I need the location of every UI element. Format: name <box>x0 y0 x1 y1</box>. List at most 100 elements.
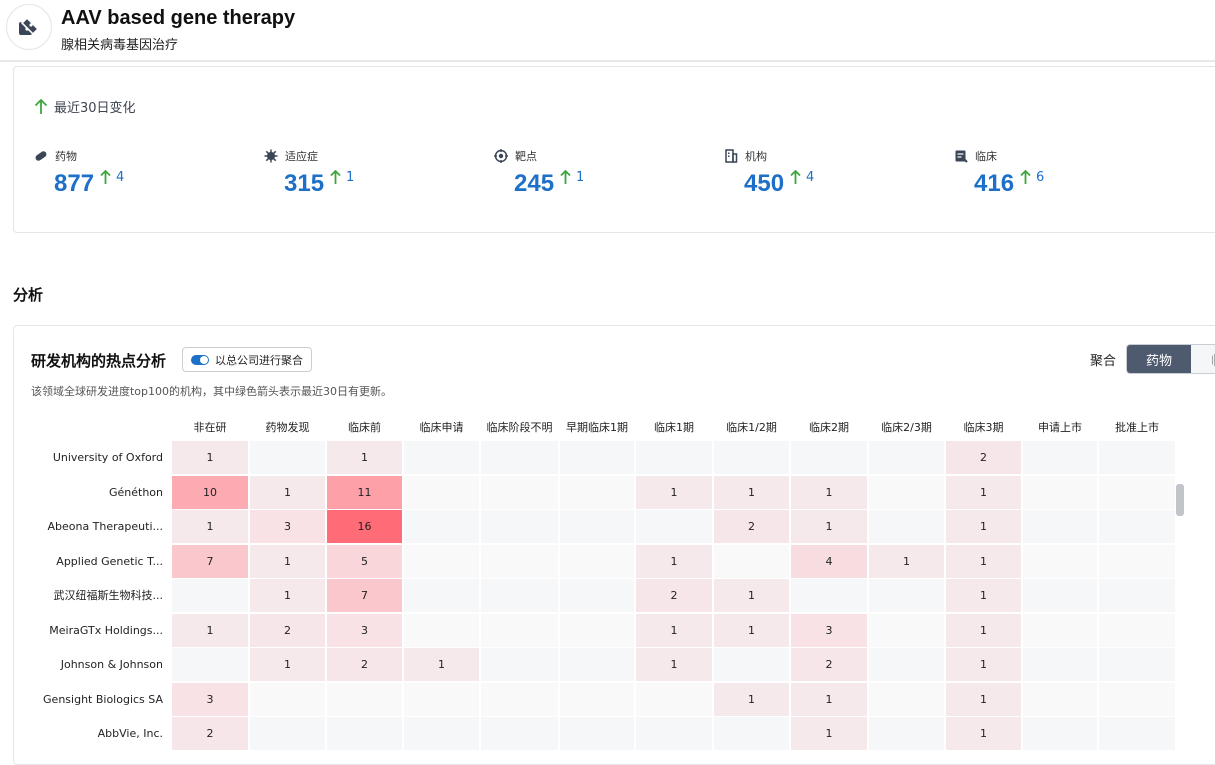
heatmap-cell[interactable]: 1 <box>714 613 789 647</box>
heatmap-cell[interactable]: 2 <box>946 441 1021 474</box>
heatmap-cell[interactable]: 10 <box>172 475 248 509</box>
heatmap-cell[interactable]: 3 <box>791 613 867 647</box>
heatmap-cell[interactable]: 1 <box>791 510 867 543</box>
heatmap-cell[interactable]: 2 <box>714 510 789 543</box>
heatmap-cell[interactable]: 1 <box>946 648 1021 681</box>
heatmap-row-label[interactable]: Johnson & Johnson <box>60 658 163 671</box>
heatmap-cell <box>714 648 789 681</box>
stat-value[interactable]: 245 <box>514 170 555 197</box>
heatmap-cell[interactable]: 1 <box>404 648 479 681</box>
heatmap-row-label[interactable]: Généthon <box>108 485 163 499</box>
heatmap-cell <box>560 613 634 647</box>
heatmap-cell[interactable]: 5 <box>327 544 402 578</box>
heatmap-cell <box>791 441 867 474</box>
stat-label: 机构 <box>745 150 767 163</box>
heatmap-cell <box>327 682 402 716</box>
stat-indications[interactable]: 适应症 315 1 <box>264 149 464 199</box>
heatmap-cell[interactable]: 3 <box>172 682 248 716</box>
aggregate-label: 聚合 <box>1090 354 1117 369</box>
stat-label: 药物 <box>55 150 77 163</box>
segment-clinical[interactable]: 临 <box>1191 345 1215 373</box>
heatmap-cell[interactable]: 1 <box>946 682 1021 716</box>
heatmap-cell[interactable]: 4 <box>791 544 867 578</box>
heatmap-cell <box>1099 648 1175 681</box>
heatmap-cell[interactable]: 1 <box>250 544 325 578</box>
heatmap-cell[interactable]: 1 <box>172 613 248 647</box>
stat-value[interactable]: 315 <box>284 170 325 197</box>
heatmap-cell[interactable]: 7 <box>327 579 402 612</box>
heatmap-cell <box>714 717 789 750</box>
stat-label: 适应症 <box>285 150 318 163</box>
heatmap-column-header: 临床2/3期 <box>881 421 932 434</box>
heatmap-row-label[interactable]: AbbVie, Inc. <box>97 727 163 740</box>
stat-value[interactable]: 416 <box>974 170 1015 197</box>
heatmap-cell <box>1099 682 1175 716</box>
heatmap-cell <box>869 475 944 509</box>
heatmap-cell[interactable]: 1 <box>636 544 712 578</box>
heatmap-cell[interactable]: 2 <box>636 579 712 612</box>
heatmap-row-label[interactable]: Abeona Therapeuti... <box>47 520 163 533</box>
heatmap-cell[interactable]: 1 <box>636 648 712 681</box>
heatmap-cell[interactable]: 1 <box>250 648 325 681</box>
heatmap-cell <box>481 544 558 578</box>
heatmap-cell <box>172 579 248 612</box>
scrollbar-thumb[interactable] <box>1176 484 1184 516</box>
stat-clinical[interactable]: 临床 416 6 <box>954 149 1154 199</box>
heatmap-cell[interactable]: 1 <box>791 475 867 509</box>
heatmap-cell[interactable]: 1 <box>636 613 712 647</box>
heatmap-cell[interactable]: 1 <box>791 682 867 716</box>
heatmap-cell[interactable]: 1 <box>250 475 325 509</box>
toggle-switch[interactable] <box>191 354 209 365</box>
heatmap-row-label[interactable]: University of Oxford <box>52 451 163 464</box>
heatmap-row-label[interactable]: Applied Genetic T... <box>56 554 163 568</box>
heatmap-cell[interactable]: 1 <box>714 475 789 509</box>
recent-changes-heading: 最近30日变化 <box>34 97 136 116</box>
heatmap-cell <box>172 648 248 681</box>
heatmap-cell[interactable]: 1 <box>172 510 248 543</box>
heatmap-cell[interactable]: 1 <box>250 579 325 612</box>
heatmap-cell[interactable]: 2 <box>327 648 402 681</box>
arrow-up-icon <box>330 170 341 184</box>
heatmap-cell[interactable]: 3 <box>327 613 402 647</box>
stat-targets[interactable]: 靶点 245 1 <box>494 149 694 199</box>
heatmap-cell[interactable]: 7 <box>172 544 248 578</box>
heatmap-row-label[interactable]: Gensight Biologics SA <box>43 692 163 706</box>
heatmap-cell[interactable]: 11 <box>327 475 402 509</box>
heatmap-cell[interactable]: 2 <box>172 717 248 750</box>
heatmap-cell <box>327 717 402 750</box>
heatmap-cell[interactable]: 1 <box>714 682 789 716</box>
heatmap-column-header: 临床阶段不明 <box>486 421 553 434</box>
heatmap-cell[interactable]: 1 <box>946 475 1021 509</box>
heatmap-cell[interactable]: 1 <box>946 510 1021 543</box>
heatmap-row-label[interactable]: MeiraGTx Holdings... <box>49 623 163 637</box>
heatmap-cell <box>636 510 712 543</box>
heatmap-cell[interactable]: 1 <box>714 579 789 612</box>
heatmap-cell[interactable]: 1 <box>946 544 1021 578</box>
stat-value[interactable]: 877 <box>54 170 95 197</box>
heatmap-cell[interactable]: 1 <box>327 441 402 474</box>
heatmap-cell <box>560 717 634 750</box>
heatmap-cell <box>1099 475 1175 509</box>
stat-value[interactable]: 450 <box>744 170 785 197</box>
heatmap-cell[interactable]: 1 <box>172 441 248 474</box>
heatmap-cell <box>1099 510 1175 543</box>
heatmap-cell[interactable]: 1 <box>791 717 867 750</box>
heatmap-cell[interactable]: 1 <box>946 717 1021 750</box>
stat-drugs[interactable]: 药物 877 4 <box>34 149 234 199</box>
heatmap-cell <box>481 475 558 509</box>
heatmap-cell[interactable]: 1 <box>946 579 1021 612</box>
heatmap-cell[interactable]: 2 <box>250 613 325 647</box>
heatmap-cell <box>404 579 479 612</box>
segment-drugs[interactable]: 药物 <box>1127 345 1191 373</box>
heatmap-column-header: 临床申请 <box>419 421 464 434</box>
heatmap-cell[interactable]: 1 <box>946 613 1021 647</box>
heatmap-cell[interactable]: 16 <box>327 510 402 543</box>
heatmap-row-label[interactable]: 武汉纽福斯生物科技... <box>53 589 164 602</box>
heatmap-cell[interactable]: 2 <box>791 648 867 681</box>
aggregate-parent-toggle[interactable]: 以总公司进行聚合 <box>182 347 312 372</box>
heatmap-cell[interactable]: 1 <box>869 544 944 578</box>
heatmap-cell[interactable]: 1 <box>636 475 712 509</box>
stat-organizations[interactable]: 机构 450 4 <box>724 149 924 199</box>
heatmap-cell[interactable]: 3 <box>250 510 325 543</box>
heatmap-cell <box>404 717 479 750</box>
